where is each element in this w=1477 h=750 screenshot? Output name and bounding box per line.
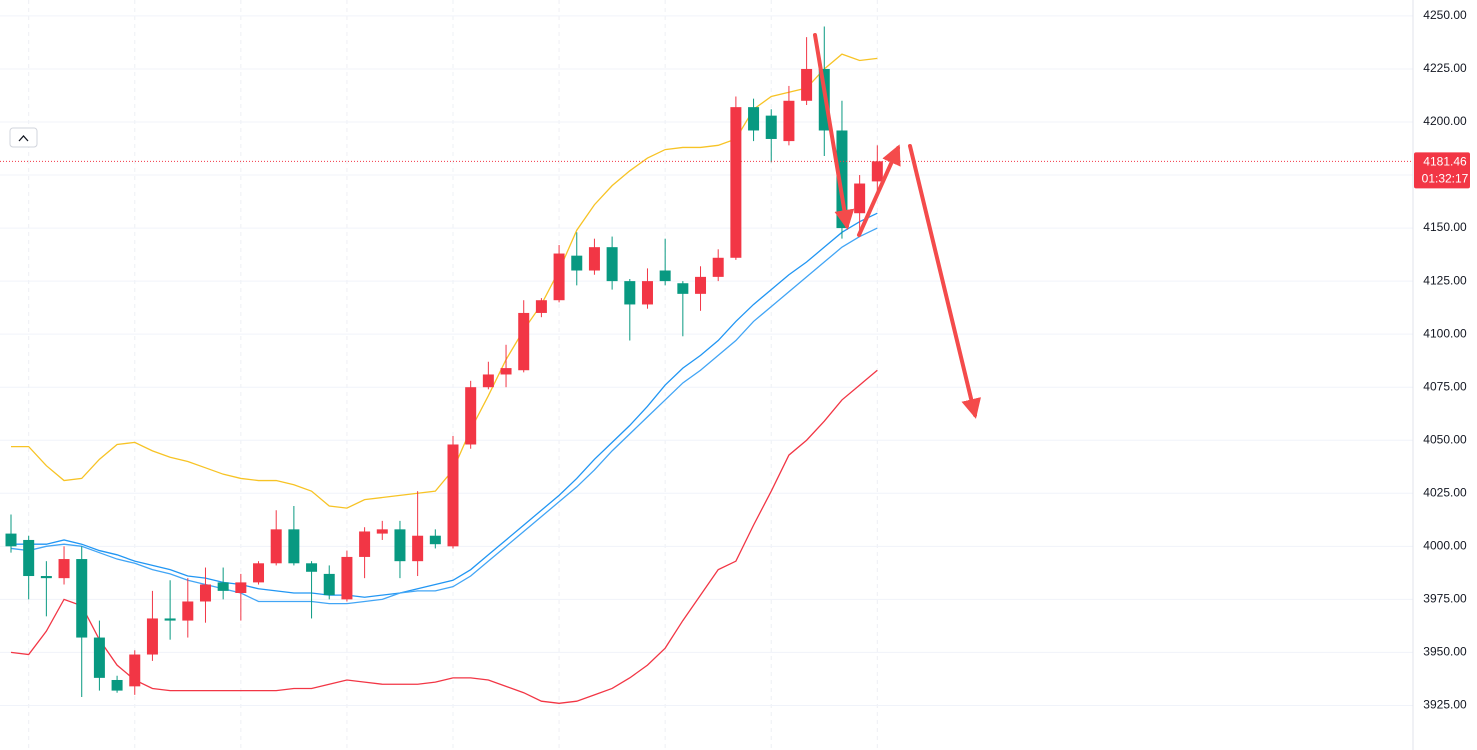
candle-body [270,529,282,564]
y-tick-label: 3925.00 [1423,698,1467,712]
candle-body [288,529,300,564]
candle-body [412,535,424,562]
candle-body [836,130,848,229]
candle-body [23,539,35,577]
button-frame[interactable] [9,127,38,148]
candle-body [253,563,265,583]
candle-body [76,559,88,638]
annotation-arrows [813,33,981,419]
candle-body [93,637,105,678]
candle-body [111,679,123,691]
y-tick-label: 4000.00 [1423,538,1467,552]
candle-body [641,281,653,305]
candle-body [624,281,636,305]
candle-body [164,618,176,621]
candle-body [659,270,671,282]
y-tick-label: 4025.00 [1423,485,1467,499]
arrow [857,144,901,237]
y-tick-label: 4250.00 [1423,8,1467,22]
overlay-line [10,369,878,704]
candle-body [146,618,158,655]
candle-body [482,374,494,388]
price-axis: 3925.00 3950.00 3975.00 4000.00 4025.00 4050.… [1414,8,1470,712]
candle-body [5,533,17,547]
candle-body [765,115,777,139]
candle-body [712,257,724,277]
arrow [908,144,981,419]
candle-body [394,529,406,562]
grid [0,0,1413,750]
candle-body [606,247,618,282]
y-tick-label: 4125.00 [1423,273,1467,287]
candle-body [182,601,194,621]
candle-body [199,584,211,602]
last-price-label: 4181.46 [1423,155,1467,169]
chevron-icon [18,135,29,142]
candle-body [217,582,229,591]
candle-body [323,573,335,596]
y-tick-label: 4200.00 [1423,114,1467,128]
candle-body [871,161,883,182]
candle-body [465,387,477,445]
y-tick-label: 4150.00 [1423,220,1467,234]
overlay-line [10,227,878,605]
arrow [813,33,855,230]
y-tick-label: 4100.00 [1423,326,1467,340]
candle-body [677,283,689,294]
candle-body [748,107,760,131]
overlay-line [11,212,878,598]
candle-body [500,368,512,375]
candle-body [730,107,742,258]
candle-body [58,559,70,579]
candle-body [535,300,547,313]
candle-body [553,253,565,301]
candle-body [129,654,141,687]
candle-body [429,535,441,545]
candle-body [376,529,388,534]
plot [0,26,1413,704]
candle-body [306,563,318,572]
candle-body [695,276,707,294]
y-tick-label: 3975.00 [1423,592,1467,606]
candle-body [854,183,866,214]
candle-body [447,444,459,547]
countdown-label: 01:32:17 [1422,172,1469,186]
candle-body [40,576,52,579]
y-tick-label: 3950.00 [1423,645,1467,659]
y-tick-label: 4225.00 [1423,61,1467,75]
candle-body [801,68,813,101]
price-tag [1414,152,1470,189]
candle-body [588,247,600,271]
candle-body [235,582,247,593]
candle-body [359,531,371,557]
candle-body [518,312,530,371]
collapse-button[interactable] [9,127,38,148]
candle-body [783,100,795,142]
candle-body [571,255,583,271]
candle-body [341,556,353,600]
y-tick-label: 4075.00 [1423,379,1467,393]
y-tick-label: 4050.00 [1423,432,1467,446]
